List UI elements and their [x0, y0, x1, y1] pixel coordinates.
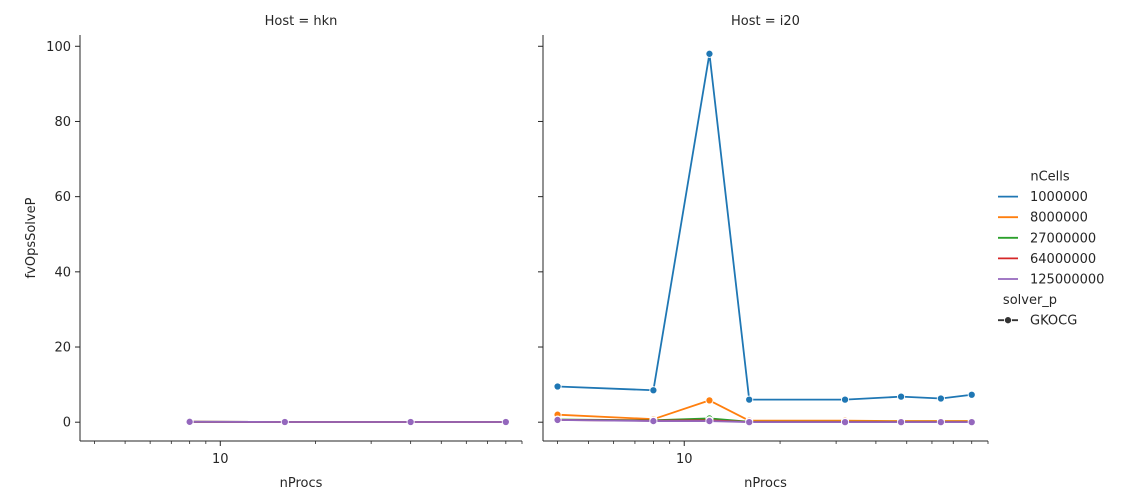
data-point-125000000 — [840, 418, 850, 427]
chart-panels: Host = hkn 0 20 40 60 80 100 10 nProcs fvOpsSolve… — [24, 14, 989, 491]
legend-style-label-GKOCG: GKOCG — [1030, 314, 1077, 329]
y-tick-label: 40 — [54, 265, 71, 280]
panel-0: Host = hkn 0 20 40 60 80 100 10 nProcs fvOpsSolve… — [24, 14, 523, 491]
data-point-1000000 — [553, 382, 562, 391]
y-tick-label: 20 — [54, 341, 71, 356]
legend-label-125000000: 125000000 — [1030, 273, 1104, 288]
data-point-125000000 — [280, 417, 289, 427]
data-point-125000000 — [649, 417, 658, 426]
legend-style-marker — [1003, 316, 1013, 325]
data-point-125000000 — [406, 417, 415, 427]
data-point-125000000 — [967, 418, 976, 427]
x-axis-label: nProcs — [280, 476, 323, 491]
panel-title: Host = hkn — [265, 14, 338, 29]
panel-title: Host = i20 — [731, 14, 800, 29]
data-point-1000000 — [967, 390, 976, 399]
legend-label-27000000: 27000000 — [1030, 231, 1096, 246]
data-point-125000000 — [705, 417, 714, 426]
data-point-125000000 — [745, 418, 754, 427]
series-line-8000000 — [557, 399, 972, 422]
y-tick-label: 80 — [54, 115, 71, 130]
x-axis-label: nProcs — [744, 476, 787, 491]
y-tick-label: 100 — [46, 40, 71, 55]
legend-label-1000000: 1000000 — [1030, 190, 1088, 205]
legend-hue-title: nCells — [1030, 170, 1070, 185]
data-point-1000000 — [705, 49, 714, 58]
data-point-125000000 — [936, 418, 945, 427]
legend: nCells 1000000 8000000 27000000 64000000 1250… — [998, 170, 1104, 329]
series-line-125000000 — [557, 419, 972, 423]
series-line-1000000 — [557, 52, 972, 401]
data-point-1000000 — [649, 386, 658, 395]
panel-1: Host = i20 10 nProcs — [538, 14, 989, 491]
data-point-1000000 — [936, 394, 945, 403]
data-point-125000000 — [897, 418, 906, 427]
y-tick-label: 0 — [63, 416, 71, 431]
data-point-1000000 — [840, 395, 850, 404]
legend-label-8000000: 8000000 — [1030, 211, 1088, 226]
legend-style-title: solver_p — [1003, 293, 1057, 308]
x-tick-label: 10 — [676, 452, 693, 467]
legend-label-64000000: 64000000 — [1030, 252, 1096, 267]
x-tick-label: 10 — [212, 452, 229, 467]
data-point-8000000 — [705, 396, 714, 405]
data-point-125000000 — [501, 417, 510, 427]
y-axis-label: fvOpsSolveP — [24, 197, 39, 278]
data-point-1000000 — [897, 392, 906, 401]
data-point-125000000 — [185, 417, 194, 426]
y-tick-label: 60 — [54, 190, 71, 205]
data-point-125000000 — [553, 415, 562, 424]
data-point-1000000 — [745, 395, 754, 404]
